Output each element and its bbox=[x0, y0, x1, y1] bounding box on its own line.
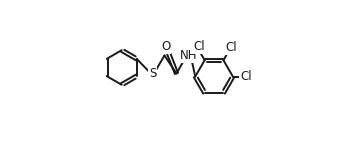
Text: Cl: Cl bbox=[240, 70, 252, 83]
Text: O: O bbox=[161, 40, 170, 53]
Text: Cl: Cl bbox=[225, 41, 237, 54]
Text: Cl: Cl bbox=[193, 40, 205, 53]
Text: NH: NH bbox=[180, 49, 197, 62]
Text: S: S bbox=[149, 67, 156, 80]
